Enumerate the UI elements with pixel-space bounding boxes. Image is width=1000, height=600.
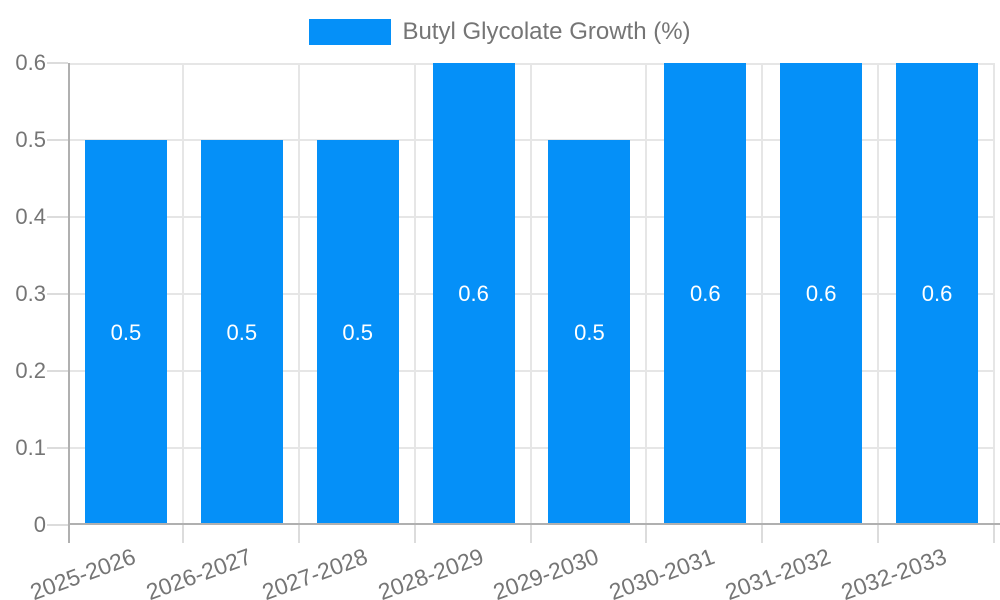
gridline-vertical <box>413 63 416 525</box>
y-tick-label: 0.3 <box>15 281 46 306</box>
x-axis-tick <box>761 525 764 543</box>
gridline-horizontal <box>68 370 995 372</box>
gridline-horizontal <box>68 216 995 218</box>
bar[interactable]: 0.6 <box>896 63 979 525</box>
bar[interactable]: 0.6 <box>432 63 515 525</box>
gridline-horizontal <box>68 293 995 295</box>
x-tick-label: 2026-2027 <box>142 543 255 600</box>
gridline-vertical <box>993 63 995 525</box>
bar[interactable]: 0.6 <box>664 63 747 525</box>
y-axis-tick <box>47 62 68 64</box>
y-axis-tick <box>47 447 68 449</box>
x-tick-label: 2028-2029 <box>374 543 487 600</box>
gridline-vertical <box>297 63 300 525</box>
x-axis-tick <box>645 525 648 543</box>
bar-value-label: 0.6 <box>458 281 489 306</box>
x-axis-tick <box>877 525 880 543</box>
y-axis-tick <box>47 139 68 141</box>
x-axis-tick <box>297 525 300 543</box>
bar[interactable]: 0.5 <box>200 140 283 525</box>
y-tick-label: 0.6 <box>15 50 46 75</box>
legend-swatch <box>309 19 392 45</box>
chart-legend[interactable]: Butyl Glycolate Growth (%) <box>0 18 1000 46</box>
x-tick-label: 2027-2028 <box>258 543 371 600</box>
x-tick-label: 2031-2032 <box>721 543 835 600</box>
gridline-vertical <box>761 63 764 525</box>
y-tick-label: 0 <box>33 512 46 537</box>
gridline-vertical <box>645 63 648 525</box>
gridline-vertical <box>181 63 184 525</box>
bar-value-label: 0.5 <box>342 319 373 345</box>
gridline-horizontal <box>68 447 995 449</box>
legend-label: Butyl Glycolate Growth (%) <box>402 18 691 45</box>
gridline-horizontal <box>68 63 995 65</box>
bar-value-label: 0.6 <box>690 281 721 306</box>
y-axis-tick <box>47 216 68 218</box>
bar-value-label: 0.5 <box>226 319 258 345</box>
x-axis-tick <box>181 525 184 543</box>
y-axis-tick <box>47 293 68 295</box>
bar-value-label: 0.6 <box>921 281 953 306</box>
plot-area: 0.5 0.5 0.5 0.6 0.5 0.6 0.6 0.6 <box>47 62 1000 543</box>
x-axis-tick <box>413 525 416 543</box>
bar[interactable]: 0.5 <box>548 140 631 525</box>
bar[interactable]: 0.6 <box>780 63 863 525</box>
x-tick-label: 2030-2031 <box>605 543 719 600</box>
bar[interactable]: 0.5 <box>316 140 399 525</box>
y-tick-label: 0.4 <box>15 204 46 229</box>
y-tick-label: 0.2 <box>15 358 46 383</box>
y-axis-tick <box>47 524 68 526</box>
x-tick-label: 2025-2026 <box>26 543 139 600</box>
gridline-vertical <box>529 63 532 525</box>
bar-value-label: 0.6 <box>805 281 837 306</box>
y-axis-tick <box>47 370 68 372</box>
x-tick-label: 2029-2030 <box>490 543 603 600</box>
x-tick-label: 2032-2033 <box>837 543 950 600</box>
x-axis-tick <box>529 525 532 543</box>
y-tick-label: 0.1 <box>15 435 46 460</box>
y-axis-line <box>68 63 70 543</box>
gridline-vertical <box>877 63 880 525</box>
x-axis-tick <box>993 525 995 543</box>
y-tick-label: 0.5 <box>15 127 46 152</box>
gridline-horizontal <box>68 139 995 141</box>
x-axis-line <box>68 523 1000 525</box>
bar-value-label: 0.5 <box>574 319 605 345</box>
bar[interactable]: 0.5 <box>84 140 167 525</box>
bar-value-label: 0.5 <box>110 319 142 345</box>
